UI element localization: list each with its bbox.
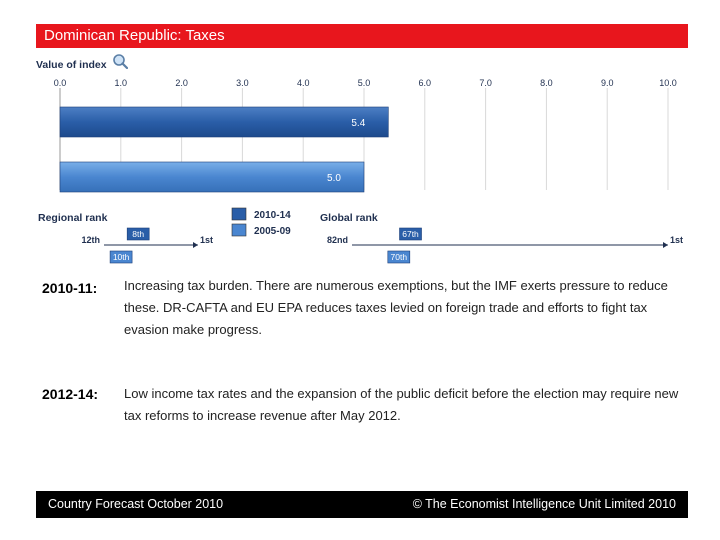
x-tick-label: 2.0 <box>175 78 188 88</box>
page-title: Dominican Republic: Taxes <box>44 27 225 44</box>
legend-swatch <box>231 223 247 237</box>
note-period-1: 2010-11: <box>42 280 98 296</box>
x-tick-label: 6.0 <box>419 78 432 88</box>
bar-2005-09 <box>59 161 365 193</box>
note-text-1: Increasing tax burden. There are numerou… <box>124 278 668 337</box>
tax-index-chart: Value of index 0.0 1.0 2.0 3.0 4.0 5.0 6.0 7.0 8.… <box>36 59 683 264</box>
regional-rank-title: Regional rank <box>38 212 108 224</box>
x-tick-label: 3.0 <box>236 78 249 88</box>
global-rank-marker-label: 70th <box>391 252 408 262</box>
regional-rank-marker-label: 8th <box>132 229 144 239</box>
note-period-2: 2012-14: <box>42 386 99 402</box>
global-rank-marker-2005-09 <box>387 250 411 264</box>
footer-copyright: © The Economist Intelligence Unit Limite… <box>412 497 676 511</box>
x-tick-label: 9.0 <box>601 78 614 88</box>
global-rank-end-label: 1st <box>670 235 683 245</box>
bar-2010-14 <box>59 106 389 138</box>
x-tick-label: 5.0 <box>358 78 371 88</box>
footer-bar: Country Forecast October 2010 © The Econ… <box>36 491 688 518</box>
regional-rank-end-label: 1st <box>200 235 213 245</box>
x-tick-label: 10.0 <box>659 78 677 88</box>
global-rank-title: Global rank <box>320 212 378 224</box>
note-text-2: Low income tax rates and the expansion o… <box>124 386 679 423</box>
regional-rank-arrow <box>193 242 198 248</box>
magnifier-icon[interactable] <box>112 53 128 69</box>
legend-label: 2010-14 <box>254 210 291 221</box>
title-bar: Dominican Republic: Taxes <box>36 24 688 48</box>
regional-rank-start-label: 12th <box>81 235 100 245</box>
axis-title: Value of index <box>36 59 107 71</box>
global-rank-arrow <box>663 242 668 248</box>
x-tick-label: 8.0 <box>540 78 553 88</box>
bar-value-label: 5.0 <box>327 173 341 184</box>
regional-rank-marker-2010-14 <box>126 227 150 241</box>
x-tick-label: 4.0 <box>297 78 310 88</box>
regional-rank-marker-label: 10th <box>113 252 130 262</box>
regional-rank-marker-2005-09 <box>109 250 133 264</box>
legend-swatch <box>231 207 247 221</box>
legend-label: 2005-09 <box>254 226 291 237</box>
x-tick-label: 1.0 <box>115 78 128 88</box>
x-tick-label: 7.0 <box>479 78 492 88</box>
bar-value-label: 5.4 <box>351 118 365 129</box>
global-rank-marker-2010-14 <box>399 227 422 241</box>
global-rank-start-label: 82nd <box>327 235 348 245</box>
global-rank-marker-label: 67th <box>402 229 419 239</box>
footer-forecast: Country Forecast October 2010 <box>48 497 224 511</box>
x-tick-label: 0.0 <box>54 78 67 88</box>
